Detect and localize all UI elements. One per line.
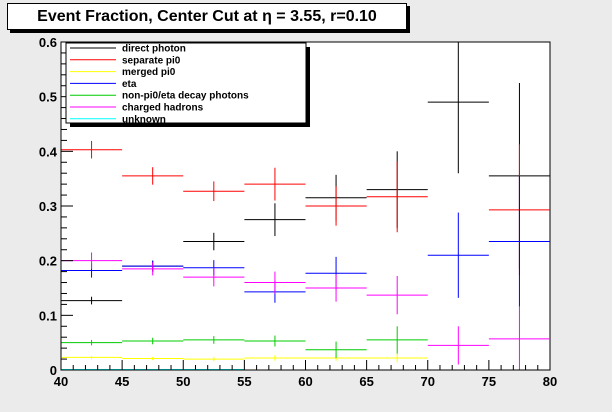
data-point: [183, 232, 245, 251]
data-point: [305, 274, 367, 302]
data-point: [427, 326, 489, 365]
data-point: [366, 161, 428, 233]
data-point: [305, 186, 367, 226]
data-point: [61, 140, 123, 159]
legend-entry: unknown: [70, 114, 166, 125]
data-point: [244, 167, 306, 201]
data-point: [244, 335, 306, 347]
chart-title: Event Fraction, Center Cut at η = 3.55, …: [7, 3, 407, 30]
legend-label: merged pi0: [122, 67, 176, 78]
y-tick-label: 0.1: [39, 308, 57, 323]
legend-entry: merged pi0: [70, 67, 176, 78]
data-point: [366, 275, 428, 315]
y-tick-label: 0.5: [39, 90, 57, 105]
y-tick-label: 0.6: [39, 35, 57, 50]
data-point: [427, 42, 489, 174]
data-point: [61, 355, 123, 360]
data-point: [488, 306, 550, 370]
series-5: [61, 326, 428, 358]
data-point: [183, 356, 245, 362]
legend-entry: charged hadrons: [70, 103, 204, 114]
data-point: [244, 271, 306, 294]
legend-entry: direct photon: [70, 44, 186, 55]
axes-layer: 40 45 50 55 60 65 70 75 80 0 0.1 0.2 0.3 0.4 0.5 0.6: [39, 35, 557, 389]
data-point: [427, 212, 489, 298]
series-6: [61, 252, 550, 370]
series-3: [61, 353, 428, 363]
series-layer: [61, 42, 550, 370]
data-point: [366, 353, 428, 363]
x-tick-label: 40: [54, 374, 68, 389]
y-tick-label: 0.3: [39, 199, 57, 214]
y-tick-label: 0.4: [39, 144, 58, 159]
legend-label: unknown: [122, 114, 166, 125]
legend-entry: separate pi0: [70, 55, 181, 66]
data-point: [366, 326, 428, 354]
x-tick-label: 45: [115, 374, 129, 389]
x-tick-label: 70: [421, 374, 435, 389]
y-tick-label: 0.2: [39, 254, 57, 269]
data-point: [183, 267, 245, 287]
series-4: [61, 175, 550, 308]
data-point: [122, 167, 184, 185]
x-tick-label: 60: [298, 374, 312, 389]
x-tick-label: 65: [359, 374, 373, 389]
data-point: [61, 339, 123, 346]
legend-label: eta: [122, 79, 137, 90]
x-tick-label: 55: [237, 374, 251, 389]
data-point: [244, 203, 306, 237]
data-point: [305, 341, 367, 358]
data-point: [183, 336, 245, 344]
data-point: [488, 175, 550, 308]
data-point: [183, 181, 245, 202]
x-tick-label: 80: [543, 374, 557, 389]
data-point: [122, 337, 184, 345]
legend-label: separate pi0: [122, 55, 181, 66]
x-tick-label: 50: [176, 374, 190, 389]
legend-label: charged hadrons: [122, 103, 204, 114]
y-tick-label: 0: [50, 363, 57, 378]
data-point: [122, 356, 184, 361]
data-point: [244, 355, 306, 361]
data-point: [61, 296, 123, 305]
legend-entry: eta: [70, 79, 137, 90]
legend-label: non-pi0/eta decay photons: [122, 91, 249, 102]
data-point: [122, 262, 184, 276]
legend-entry: non-pi0/eta decay photons: [70, 91, 249, 102]
x-tick-label: 75: [482, 374, 496, 389]
legend-label: direct photon: [122, 44, 186, 55]
